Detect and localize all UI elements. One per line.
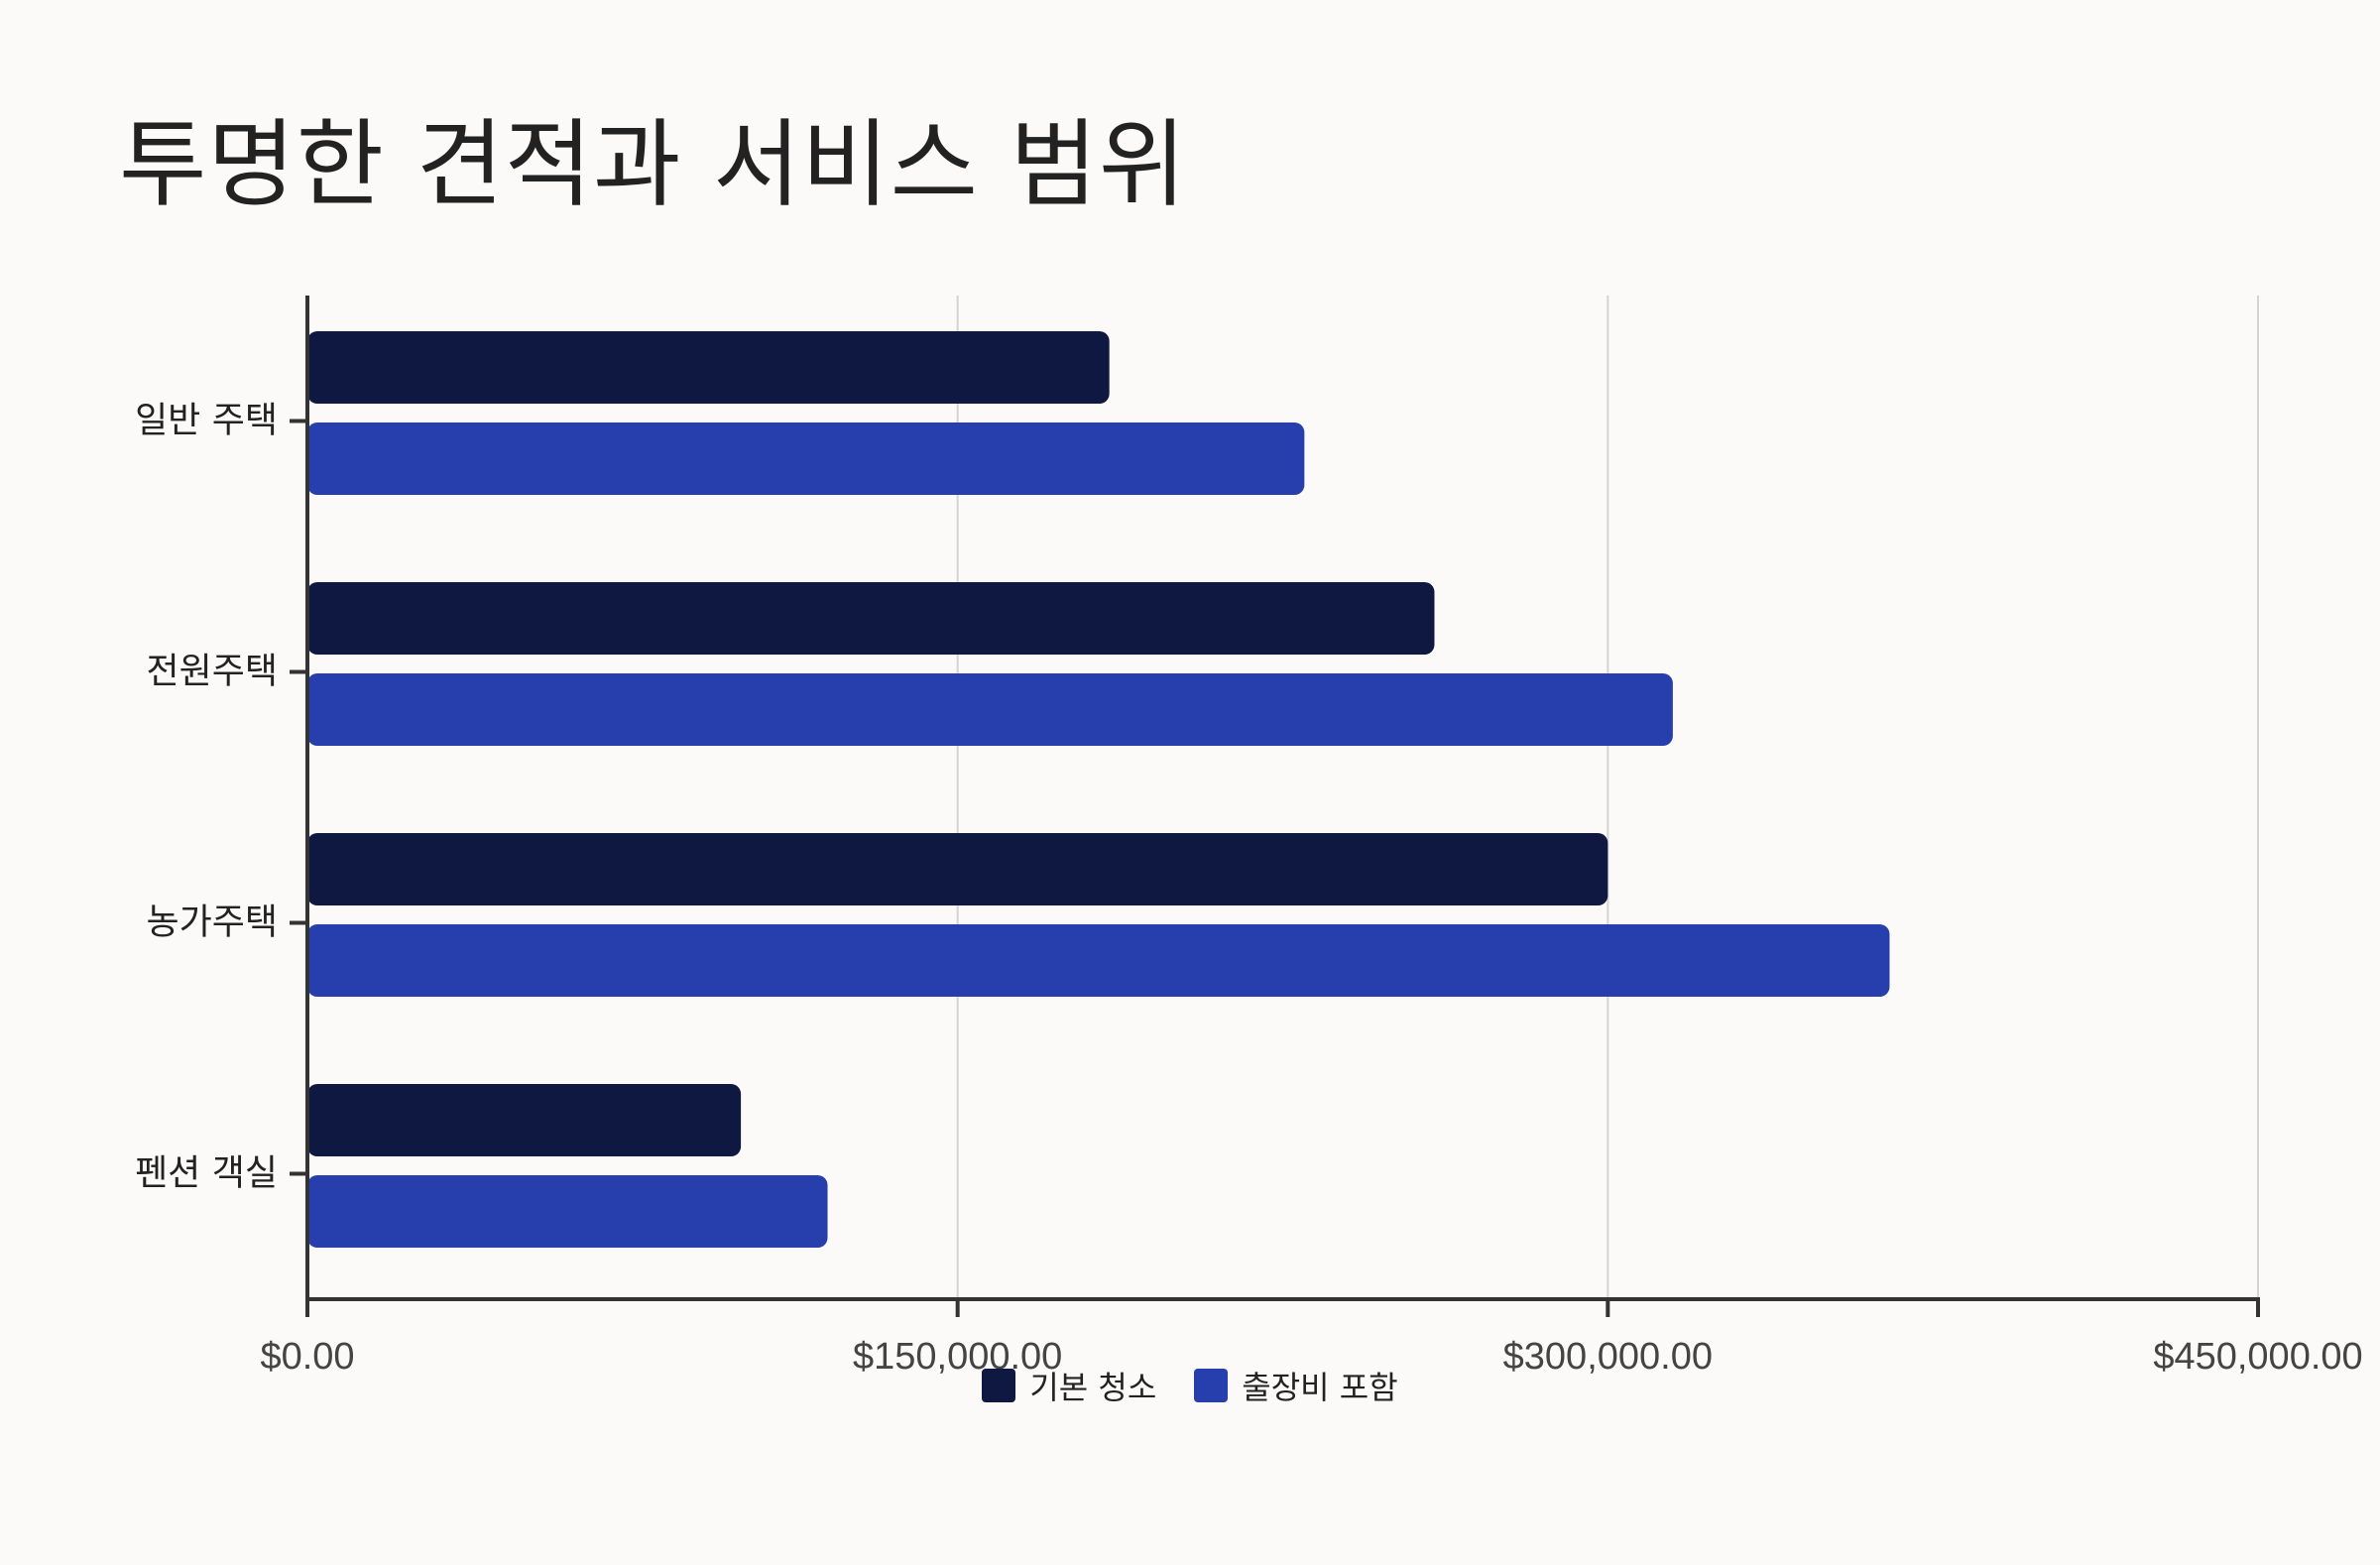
x-tick-label: $300,000.00: [1503, 1336, 1713, 1378]
y-tick-label: 전원주택: [147, 652, 278, 692]
y-tick-label: 일반 주택: [135, 401, 278, 441]
bar-travel: [307, 924, 1890, 997]
bar-travel: [307, 422, 1305, 495]
bar-basic: [307, 331, 1110, 404]
legend: 기본 청소 출장비 포함: [0, 1363, 2380, 1408]
bar-basic: [307, 1084, 742, 1156]
y-tick-label: 농가주택: [147, 903, 278, 943]
x-tick-label: $450,000.00: [2153, 1336, 2362, 1378]
legend-item-travel[interactable]: 출장비 포함: [1194, 1363, 1398, 1408]
legend-swatch-basic: [982, 1369, 1016, 1402]
legend-item-basic[interactable]: 기본 청소: [982, 1363, 1156, 1408]
y-tick-label: 펜션 객실: [135, 1153, 278, 1194]
chart-title: 투명한 견적과 서비스 범위: [119, 109, 1188, 220]
bar-basic: [307, 833, 1608, 905]
bar-basic: [307, 582, 1435, 655]
bar-travel: [307, 1175, 828, 1248]
x-tick-label: $0.00: [260, 1336, 354, 1378]
legend-label-travel: 출장비 포함: [1242, 1369, 1398, 1406]
legend-swatch-travel: [1194, 1369, 1229, 1402]
bar-travel: [307, 673, 1673, 746]
legend-label-basic: 기본 청소: [1029, 1369, 1157, 1406]
x-tick-label: $150,000.00: [853, 1336, 1062, 1378]
